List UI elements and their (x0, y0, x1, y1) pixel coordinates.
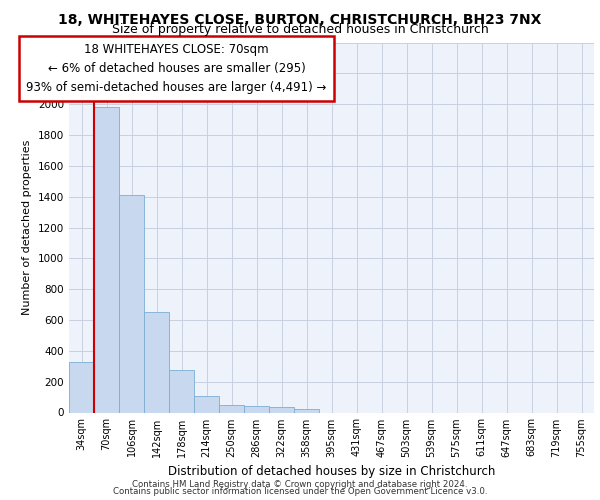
Bar (294, 408, 319, 412)
Bar (219, 405, 244, 412)
Bar (194, 396, 219, 412)
Bar (94, 108, 119, 412)
Bar (169, 370, 194, 412)
Bar (119, 195, 144, 412)
Text: 18, WHITEHAYES CLOSE, BURTON, CHRISTCHURCH, BH23 7NX: 18, WHITEHAYES CLOSE, BURTON, CHRISTCHUR… (58, 12, 542, 26)
Text: 18 WHITEHAYES CLOSE: 70sqm
← 6% of detached houses are smaller (295)
93% of semi: 18 WHITEHAYES CLOSE: 70sqm ← 6% of detac… (26, 43, 326, 94)
Bar (269, 407, 294, 412)
Text: Contains public sector information licensed under the Open Government Licence v3: Contains public sector information licen… (113, 487, 487, 496)
Bar (244, 406, 269, 412)
Text: Contains HM Land Registry data © Crown copyright and database right 2024.: Contains HM Land Registry data © Crown c… (132, 480, 468, 489)
Text: Size of property relative to detached houses in Christchurch: Size of property relative to detached ho… (112, 24, 488, 36)
Bar (144, 312, 169, 412)
X-axis label: Distribution of detached houses by size in Christchurch: Distribution of detached houses by size … (168, 465, 495, 478)
Bar (69, 362, 94, 412)
Y-axis label: Number of detached properties: Number of detached properties (22, 140, 32, 315)
